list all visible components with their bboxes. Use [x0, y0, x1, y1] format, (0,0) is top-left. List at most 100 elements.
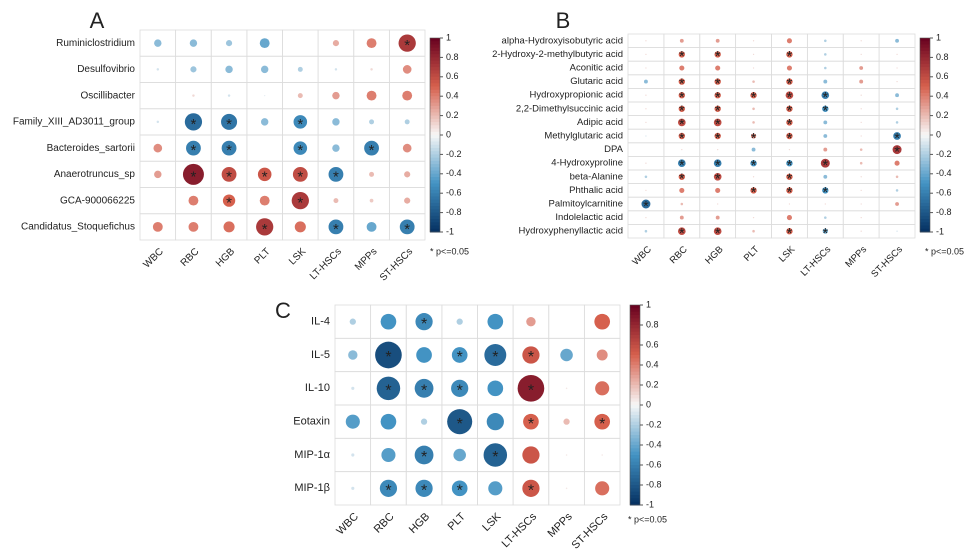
colorbar-segment [920, 186, 930, 191]
row-label: Family_XIII_AD3011_group [13, 117, 136, 128]
correlation-circle [752, 216, 755, 219]
correlation-circle [293, 115, 308, 129]
colorbar-segment [920, 96, 930, 100]
correlation-circle [786, 38, 792, 44]
correlation-circle [677, 227, 686, 236]
correlation-circle [896, 230, 898, 232]
correlation-circle [786, 215, 792, 221]
significance-star: * [822, 158, 828, 174]
correlation-circle [404, 119, 410, 125]
correlation-circle [786, 51, 793, 58]
correlation-circle [752, 121, 755, 124]
correlation-circle [523, 413, 539, 430]
colorbar-segment [630, 428, 640, 433]
colorbar-segment [920, 215, 930, 220]
significance-star: * [894, 131, 900, 147]
row-label: Desulfovibrio [77, 64, 135, 75]
correlation-circle [751, 147, 756, 152]
correlation-circle [594, 413, 611, 430]
correlation-circle [595, 381, 610, 396]
colorbar-tick-label: 0.6 [446, 71, 459, 81]
correlation-circle [713, 118, 722, 127]
correlation-circle [752, 229, 755, 233]
significance-star: * [787, 131, 793, 147]
correlation-circle [713, 227, 722, 236]
colorbar-tick-label: 0.2 [446, 110, 459, 120]
colorbar-tick-label: -0.2 [936, 149, 952, 159]
colorbar-segment [920, 128, 930, 133]
significance-star: * [679, 90, 685, 106]
column-label: RBC [179, 246, 202, 269]
significance-star: * [894, 144, 900, 160]
correlation-circle [190, 66, 197, 73]
significance-star: * [404, 37, 410, 54]
colorbar-segment [920, 170, 930, 175]
column-label: PLT [252, 246, 272, 266]
row-label: Glutaric acid [570, 76, 623, 87]
significance-star: * [715, 76, 721, 92]
correlation-circle [644, 79, 648, 84]
colorbar-segment [920, 118, 930, 123]
colorbar-segment [920, 92, 930, 97]
correlation-circle [824, 203, 826, 205]
significance-star: * [421, 383, 427, 400]
correlation-circle [895, 175, 899, 179]
colorbar-segment [430, 151, 440, 155]
colorbar-segment [920, 183, 930, 188]
correlation-circle [786, 160, 793, 167]
colorbar-segment [630, 415, 640, 419]
significance-star: * [421, 316, 427, 333]
colorbar-segment [630, 348, 640, 353]
significance-star: * [787, 158, 793, 174]
correlation-circle [752, 40, 755, 42]
colorbar-segment [920, 38, 930, 42]
significance-star: * [787, 76, 793, 92]
colorbar-tick-label: 0.8 [646, 319, 659, 329]
column-label: ST-HSCs [869, 244, 905, 280]
colorbar-segment [430, 96, 440, 100]
correlation-circle [895, 189, 899, 192]
colorbar-segment [630, 331, 640, 336]
colorbar-segment [630, 438, 640, 443]
significance-star: * [679, 226, 685, 242]
significance-star: * [679, 104, 685, 120]
colorbar-segment [630, 335, 640, 339]
significance-note: * p<=0.05 [925, 246, 964, 256]
colorbar-tick-label: -0.4 [646, 439, 662, 449]
significance-star: * [385, 383, 391, 400]
correlation-circle [715, 215, 720, 220]
correlation-circle [260, 65, 269, 74]
colorbar-segment [630, 385, 640, 389]
row-label: 2,2-Dimethylsuccinic acid [516, 103, 623, 114]
colorbar-segment [430, 167, 440, 172]
colorbar-segment [630, 401, 640, 406]
colorbar-segment [920, 89, 930, 94]
colorbar-segment [630, 388, 640, 393]
correlation-circle [380, 313, 397, 330]
row-label: Oscillibacter [81, 90, 136, 101]
colorbar-segment [920, 44, 930, 49]
correlation-circle [291, 191, 309, 210]
correlation-circle [681, 148, 683, 151]
colorbar-segment [430, 128, 440, 133]
colorbar-tick-label: -0.8 [936, 207, 952, 217]
significance-star: * [787, 104, 793, 120]
correlation-circle [182, 163, 204, 185]
correlation-circle [522, 479, 540, 497]
cell [583, 471, 621, 506]
correlation-circle [786, 173, 793, 180]
correlation-circle [788, 148, 791, 151]
row-label: beta-Alanine [570, 171, 623, 182]
correlation-circle [487, 380, 504, 397]
correlation-circle [369, 119, 375, 125]
significance-star: * [679, 172, 685, 188]
correlation-circle [522, 446, 540, 464]
row-label: Palmitoylcarnitine [549, 199, 623, 210]
significance-star: * [715, 226, 721, 242]
correlation-circle [786, 105, 793, 112]
significance-star: * [297, 168, 303, 185]
colorbar-segment [920, 144, 930, 149]
significance-star: * [226, 195, 232, 212]
colorbar-segment [430, 70, 440, 75]
colorbar-segment [430, 54, 440, 58]
